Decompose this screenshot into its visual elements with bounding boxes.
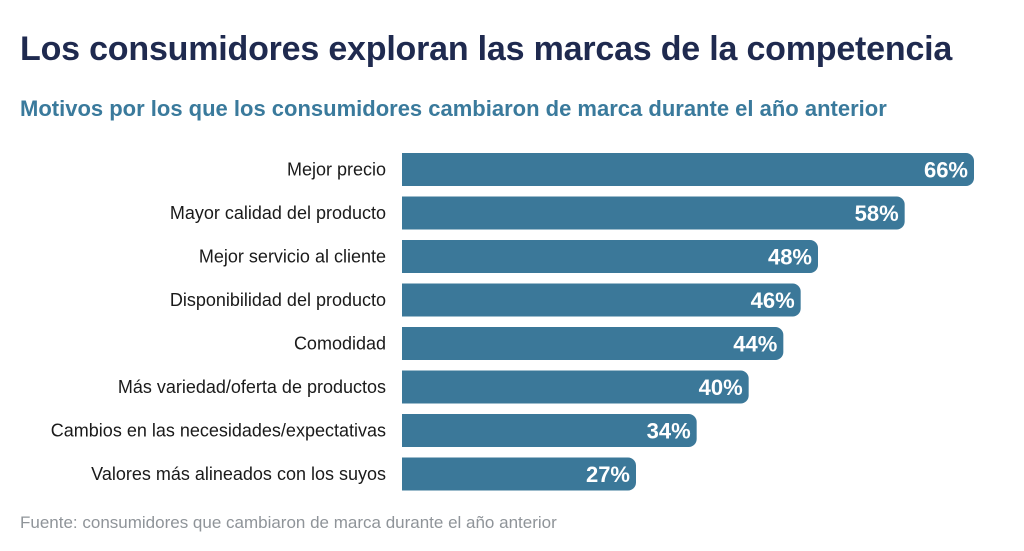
bar [402,240,818,273]
value-label: 40% [699,375,743,400]
value-label: 48% [768,245,812,270]
value-label: 58% [855,201,899,226]
category-label: Cambios en las necesidades/expectativas [51,421,386,441]
value-label: 27% [586,462,630,487]
bar-row: Cambios en las necesidades/expectativas 3… [51,414,697,447]
bar-row: Mejor servicio al cliente 48% [199,240,818,273]
value-label: 44% [733,332,777,357]
chart-subtitle: Motivos por los que los consumidores cam… [20,96,887,121]
bar-row: Valores más alineados con los suyos 27% [91,457,636,491]
bar-row: Comodidad 44% [294,327,784,360]
category-label: Valores más alineados con los suyos [91,464,386,484]
bar-row: Más variedad/oferta de productos 40% [118,370,749,404]
bar [402,414,697,447]
bar-row: Mejor precio 66% [287,153,974,186]
value-label: 46% [751,288,795,313]
category-label: Mayor calidad del producto [170,203,386,223]
category-label: Mejor precio [287,160,386,180]
bar [402,327,784,360]
bar [402,283,801,317]
category-label: Disponibilidad del producto [170,290,386,310]
bar [402,457,636,491]
category-label: Mejor servicio al cliente [199,247,386,267]
category-label: Más variedad/oferta de productos [118,377,386,397]
bar [402,370,749,404]
bar [402,153,974,186]
value-label: 34% [647,419,691,444]
value-label: 66% [924,158,968,183]
chart-title: Los consumidores exploran las marcas de … [20,30,953,68]
bar [402,196,905,230]
category-label: Comodidad [294,334,386,354]
source-note: Fuente: consumidores que cambiaron de ma… [20,513,557,532]
bar-row: Mayor calidad del producto 58% [170,196,905,230]
bar-row: Disponibilidad del producto 46% [170,283,801,317]
